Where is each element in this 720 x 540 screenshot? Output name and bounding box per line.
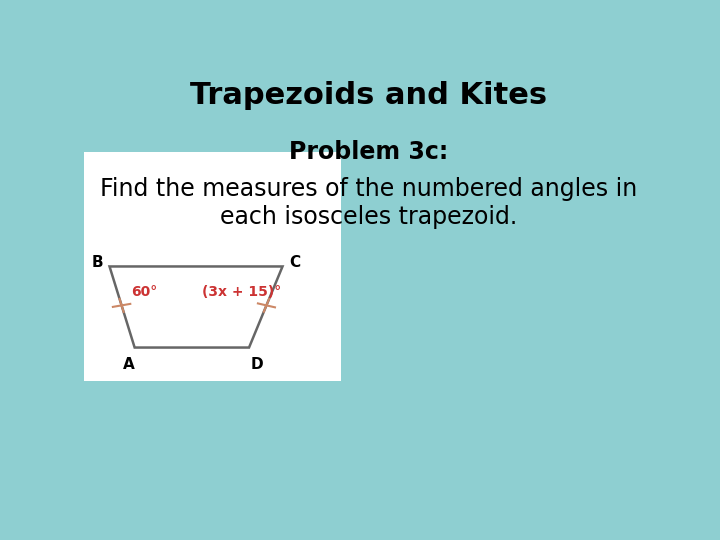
Polygon shape <box>109 266 282 348</box>
Bar <box>84 152 341 381</box>
Text: Find the measures of the numbered angles in
each isosceles trapezoid.: Find the measures of the numbered angles… <box>100 177 638 229</box>
Text: C: C <box>289 255 300 270</box>
Text: Problem 3c:: Problem 3c: <box>289 140 449 164</box>
Text: B: B <box>91 255 103 270</box>
Text: Trapezoids and Kites: Trapezoids and Kites <box>190 82 548 111</box>
Text: 60°: 60° <box>131 285 157 299</box>
Text: A: A <box>123 357 135 372</box>
Text: D: D <box>251 357 264 372</box>
Text: (3x + 15)°: (3x + 15)° <box>202 285 281 299</box>
